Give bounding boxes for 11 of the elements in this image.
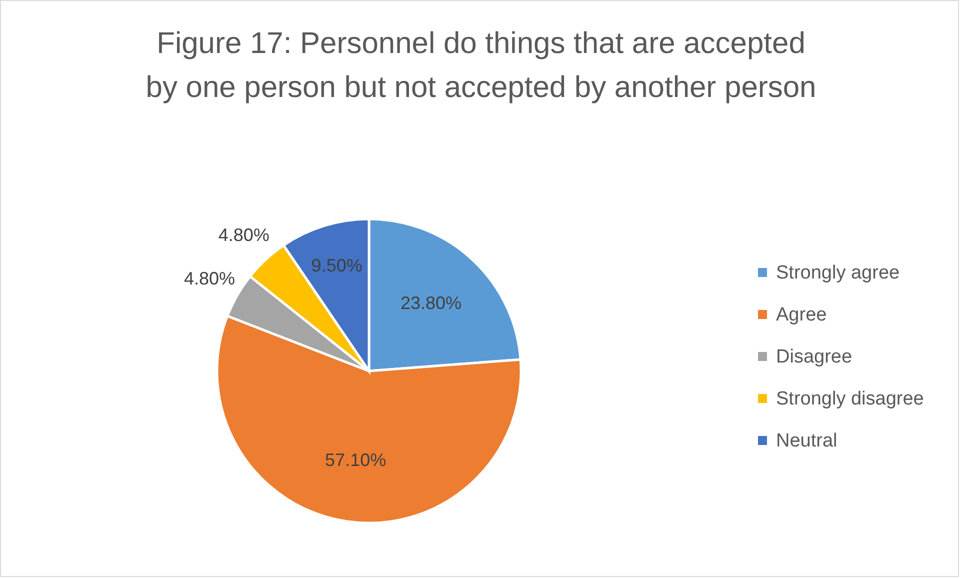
data-label: 23.80% (400, 293, 462, 314)
legend-label: Agree (776, 304, 827, 326)
legend-label: Disagree (776, 346, 852, 368)
data-label: 4.80% (218, 225, 270, 246)
data-label: 57.10% (325, 450, 386, 470)
data-label: 9.50% (311, 255, 362, 276)
data-label: 4.80% (184, 268, 235, 288)
legend-label: Strongly disagree (776, 388, 924, 410)
chart-title: Figure 17: Personnel do things that are accepted by one person but not accepted by another person (146, 27, 816, 104)
legend-label: Strongly agree (776, 262, 900, 284)
legend-label: Neutral (776, 430, 838, 452)
